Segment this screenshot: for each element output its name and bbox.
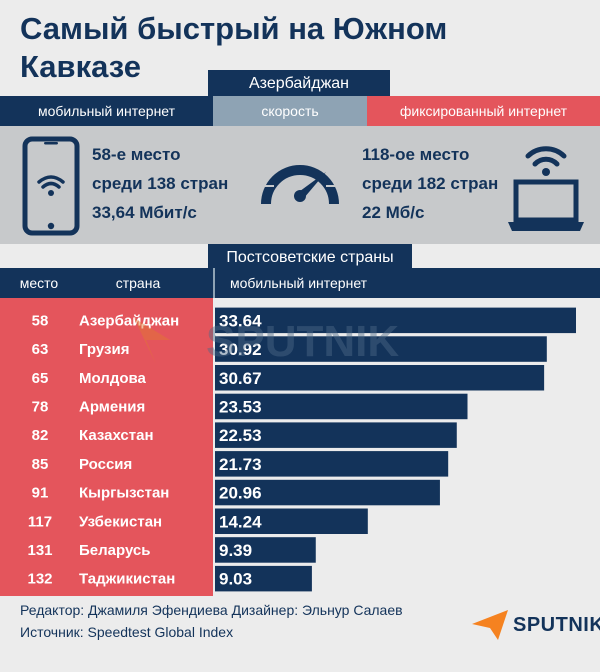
rank-label: 65: [32, 370, 49, 387]
fixed-of: среди 182 стран: [362, 174, 499, 193]
rank-country-column: [0, 298, 213, 596]
bar-value-label: 30.92: [219, 340, 262, 359]
smartphone-wifi-icon: [22, 136, 80, 236]
bar: [215, 365, 545, 391]
rank-label: 63: [32, 341, 49, 358]
bar-value-label: 9.03: [219, 570, 252, 589]
bar-value-label: 30.67: [219, 369, 262, 388]
category-tabs: мобильный интернет скорость фиксированны…: [0, 96, 600, 126]
bar: [215, 479, 440, 506]
laptop-wifi-icon: [508, 146, 584, 231]
column-header-country: страна: [115, 275, 161, 291]
rank-label: 78: [32, 398, 49, 415]
fixed-place: 118-ое место: [362, 145, 470, 164]
rank-label: 82: [32, 427, 49, 444]
fixed-info: 118-ое место среди 182 стран 22 Мб/с: [362, 140, 498, 227]
country-label: Таджикистан: [79, 571, 175, 588]
bar: [215, 422, 457, 448]
bar-value-label: 22.53: [219, 426, 262, 445]
mobile-place: 58-е место: [92, 145, 181, 164]
bar: [215, 336, 547, 362]
bar: [215, 307, 576, 334]
footer-designer: Дизайнер: Эльнур Салаев: [231, 602, 403, 618]
bar: [215, 537, 316, 563]
country-label: Грузия: [79, 341, 129, 358]
country-label: Беларусь: [79, 542, 151, 559]
bar-value-label: 14.24: [219, 512, 262, 531]
mobile-of: среди 138 стран: [92, 174, 229, 193]
country-label: Россия: [79, 456, 132, 473]
country-label: Узбекистан: [79, 513, 162, 530]
fixed-speed: 22 Мб/с: [362, 203, 425, 222]
table-header: место страна мобильный интернет: [0, 268, 600, 298]
rank-label: 85: [32, 456, 49, 473]
page-title: Самый быстрый на Южном Кавказе: [20, 11, 448, 84]
sputnik-logo-icon: [472, 610, 508, 640]
rank-label: 132: [27, 571, 52, 588]
rank-label: 131: [27, 542, 52, 559]
bar: [215, 565, 312, 592]
rank-label: 91: [32, 485, 49, 502]
bar: [215, 393, 468, 420]
bar: [215, 451, 449, 477]
column-header-mobile-internet: мобильный интернет: [230, 275, 368, 291]
info-panel: 58-е место среди 138 стран 33,64 Мбит/с …: [0, 126, 600, 244]
watermark-text: SPUTNIK: [206, 317, 399, 366]
bar-value-label: 9.39: [219, 541, 252, 560]
column-header-place: место: [19, 275, 59, 291]
mobile-speed: 33,64 Мбит/с: [92, 203, 197, 222]
country-label: Армения: [79, 398, 145, 415]
bar-value-label: 21.73: [219, 455, 262, 474]
brand-name: SPUTNIK: [513, 614, 600, 636]
country-label: Казахстан: [79, 427, 154, 444]
bar-value-label: 20.96: [219, 484, 262, 503]
speedometer-icon: [261, 152, 339, 205]
section-tab: Постсоветские страны: [208, 244, 412, 271]
tab-fixed-internet: фиксированный интернет: [367, 96, 600, 126]
bar-value-label: 33.64: [219, 311, 262, 330]
rank-label: 117: [28, 513, 52, 530]
column-separator: [213, 268, 215, 298]
bar-chart: 33.64 58 Азербайджан 30.92 63 Грузия 30.67 65 Мо…: [27, 307, 576, 592]
country-label: Кыргызстан: [79, 485, 169, 502]
tab-speed: скорость: [213, 96, 367, 126]
tab-mobile-internet: мобильный интернет: [0, 96, 213, 126]
mobile-info: 58-е место среди 138 стран 33,64 Мбит/с: [92, 140, 228, 227]
country-label: Азербайджан: [79, 312, 179, 329]
footer-editor: Редактор: Джамиля Эфендиева: [20, 602, 228, 618]
country-tab: Азербайджан: [208, 70, 390, 97]
sputnik-watermark: SPUTNIK: [134, 317, 399, 366]
bar: [215, 508, 368, 534]
footer-source: Источник: Speedtest Global Index: [20, 624, 234, 640]
rank-label: 58: [32, 312, 49, 329]
bar-value-label: 23.53: [219, 397, 262, 416]
country-label: Молдова: [79, 370, 147, 387]
footer: Редактор: Джамиля Эфендиева Дизайнер: Эл…: [20, 599, 403, 643]
